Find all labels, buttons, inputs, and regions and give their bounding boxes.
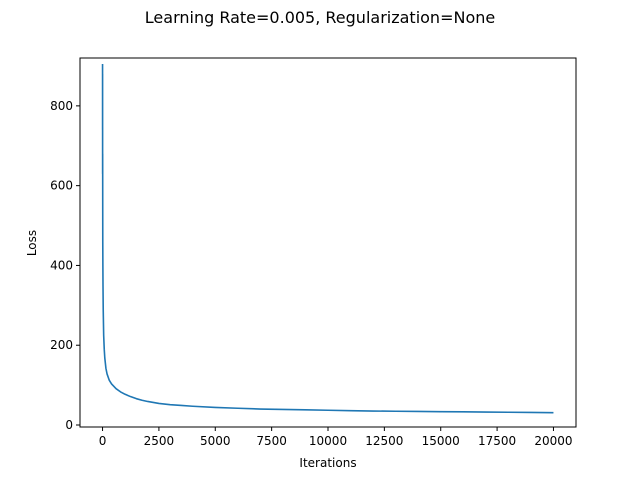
chart-title: Learning Rate=0.005, Regularization=None bbox=[144, 8, 496, 27]
y-tick-label: 600 bbox=[50, 179, 73, 193]
y-axis-label: Loss bbox=[25, 230, 39, 256]
x-tick-label: 2500 bbox=[144, 434, 175, 448]
x-tick-label: 17500 bbox=[478, 434, 516, 448]
x-tick-label: 15000 bbox=[422, 434, 460, 448]
plot-series bbox=[101, 63, 554, 414]
plot-frame bbox=[79, 57, 577, 428]
x-tick-label: 10000 bbox=[309, 434, 347, 448]
x-tick-label: 0 bbox=[99, 434, 107, 448]
x-tick-label: 12500 bbox=[365, 434, 403, 448]
x-tick-label: 20000 bbox=[534, 434, 572, 448]
y-tick-label: 400 bbox=[50, 258, 73, 272]
loss-line bbox=[101, 63, 554, 414]
x-axis-label: Iterations bbox=[299, 456, 356, 470]
x-tick-label: 7500 bbox=[256, 434, 287, 448]
y-tick-label: 200 bbox=[50, 338, 73, 352]
y-ticks: 0 200 400 600 800 bbox=[50, 99, 80, 432]
y-tick-label: 0 bbox=[65, 418, 73, 432]
x-ticks: 0 2500 5000 7500 10000 12500 15000 17500 20000 bbox=[99, 427, 573, 448]
x-tick-label: 5000 bbox=[200, 434, 231, 448]
y-tick-label: 800 bbox=[50, 99, 73, 113]
